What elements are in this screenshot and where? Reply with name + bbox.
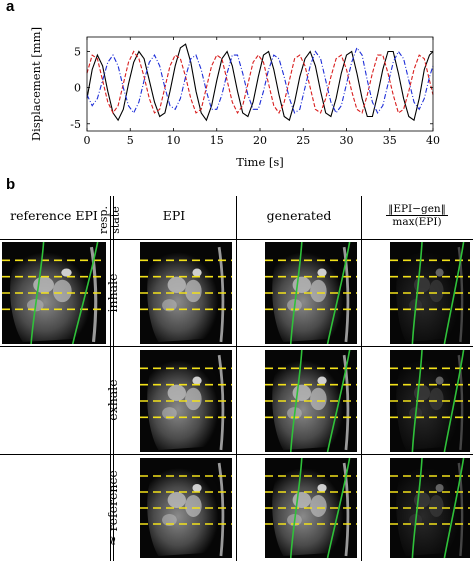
panel-b-label: b [6,176,16,193]
table-column-rule-2 [236,196,237,561]
x-tick-label: 0 [84,134,91,147]
y-tick-label: -5 [70,118,81,131]
header-generated: generated [266,208,332,223]
x-tick-label: 40 [426,134,440,147]
panel-a-label: a [6,0,15,15]
x-axis-label: Time [s] [236,155,284,169]
header-epi: EPI [162,208,186,223]
mri-image-difference-row-2 [390,458,470,558]
difference-denominator: max(EPI) [392,216,442,228]
y-tick-label: 5 [74,45,81,58]
header-difference: ‖EPI−gen‖ max(EPI) [362,203,472,228]
y-axis-label: Displacement [mm] [29,27,43,141]
x-tick-label: 35 [383,134,397,147]
mri-image-epi-row-1 [140,350,232,452]
x-tick-label: 10 [167,134,181,147]
row-label-inhale: inhale [105,273,120,313]
mri-image-difference-row-0 [390,242,470,344]
mri-image-generated-row-2 [265,458,357,558]
row-label-reference: ≈ reference [105,470,120,546]
x-tick-label: 20 [253,134,267,147]
difference-numerator: ‖EPI−gen‖ [386,203,448,216]
x-tick-label: 30 [340,134,354,147]
x-tick-label: 5 [127,134,134,147]
mri-image-epi-row-2 [140,458,232,558]
mri-image-epi-row-0 [140,242,232,344]
table-column-rule-1 [110,196,111,561]
table-column-rule-1b [113,196,114,561]
series-line-2 [86,46,434,114]
mri-image-generated-row-1 [265,350,357,452]
x-tick-label: 15 [210,134,224,147]
mri-image-reference-row-0 [2,242,106,344]
row-label-exhale: exhale [105,379,120,421]
table-column-rule-3 [361,196,362,561]
y-tick-label: 0 [74,82,81,95]
series-line-0 [86,43,434,122]
mri-image-difference-row-1 [390,350,470,452]
series-line-1 [86,50,434,114]
mri-image-generated-row-0 [265,242,357,344]
header-reference-epi: reference EPI [10,208,98,223]
x-tick-label: 25 [296,134,310,147]
